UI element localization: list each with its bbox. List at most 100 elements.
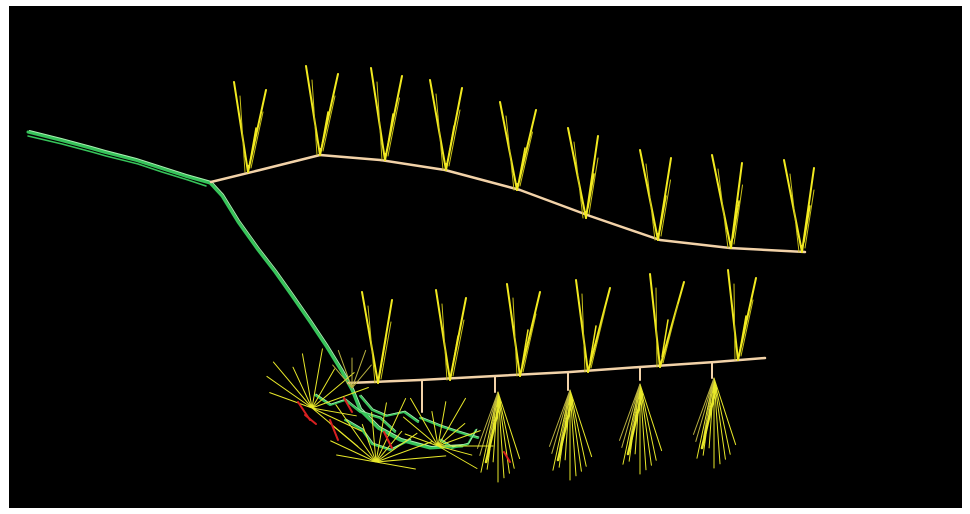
ring-drillholes-layer xyxy=(233,65,815,384)
fan-hole xyxy=(336,454,377,463)
red-marker xyxy=(343,397,353,413)
fan-hole xyxy=(569,389,587,467)
ring-hole-left xyxy=(783,159,803,253)
fan-hole xyxy=(437,445,473,456)
ring-hole-right-inner xyxy=(322,95,336,152)
fan-hole xyxy=(266,375,313,409)
ring-hole-left xyxy=(506,283,521,377)
fan-hole xyxy=(629,383,641,444)
fan-hole xyxy=(479,391,499,456)
fan-hole xyxy=(371,411,377,463)
fan-hole xyxy=(639,383,657,461)
ring-hole-left xyxy=(711,154,732,249)
ring-hole-left xyxy=(727,269,739,361)
fan-hole xyxy=(695,377,715,442)
ring-hole-left xyxy=(567,127,587,219)
fan-hole xyxy=(497,391,521,460)
ring-hole-right xyxy=(659,281,685,368)
fan-hole xyxy=(634,383,641,455)
ring-hole-mid xyxy=(661,319,669,358)
red-marker xyxy=(503,451,511,463)
ring-hole-left-inner xyxy=(441,303,448,381)
ring-hole-left xyxy=(233,81,249,173)
fan-hole xyxy=(564,389,571,461)
fan-hole xyxy=(351,349,367,389)
fan-hole xyxy=(621,383,641,448)
ring-hole-right-inner xyxy=(452,319,465,377)
access-ramp-spur xyxy=(359,395,419,423)
ring-hole-left xyxy=(639,149,659,241)
fan-hole-main xyxy=(626,392,644,456)
ring-hole-left-inner xyxy=(376,81,383,161)
ring-hole-right xyxy=(730,162,743,249)
ring-hole-mid xyxy=(739,315,747,351)
fan-hole xyxy=(311,386,369,409)
fan-hole xyxy=(311,407,357,417)
ring-hole-right-inner xyxy=(588,157,599,215)
fan-hole xyxy=(708,377,715,449)
ring-hole-left-inner xyxy=(581,293,586,373)
fan-hole xyxy=(692,377,715,435)
ring-hole-left xyxy=(575,279,589,373)
ring-hole-left-inner xyxy=(789,173,800,253)
ring-hole-left-inner xyxy=(512,297,518,377)
fan-hole xyxy=(487,391,499,452)
fan-hole xyxy=(311,348,323,409)
ring-hole-mid xyxy=(732,200,740,239)
red-markers-layer xyxy=(297,397,511,463)
fan-hole xyxy=(301,353,313,409)
fan-hole xyxy=(639,383,663,452)
fan-hole xyxy=(329,422,377,463)
fan-hole xyxy=(437,430,481,447)
ring-hole-left-inner xyxy=(239,95,246,173)
ring-hole-right-inner xyxy=(380,321,392,380)
fan-hole xyxy=(437,445,478,469)
ring-hole-right-inner xyxy=(590,309,606,369)
ring-hole-left xyxy=(435,289,451,381)
mine-layout-drawing[interactable] xyxy=(9,6,962,508)
fan-hole xyxy=(351,364,372,389)
fan-hole xyxy=(713,377,731,455)
fan-hole xyxy=(311,407,363,432)
ring-hole-mid xyxy=(249,127,257,163)
red-marker xyxy=(329,419,339,441)
fan-hole xyxy=(337,349,353,389)
ring-hole-left xyxy=(370,67,386,161)
fan-hole xyxy=(332,364,353,389)
ring-hole-mid xyxy=(386,113,394,151)
ring-hole-right-inner xyxy=(448,109,461,167)
ring-hole-left-inner xyxy=(367,305,376,384)
ring-hole-mid xyxy=(587,173,595,209)
fan-hole xyxy=(375,398,407,463)
fan-hole xyxy=(375,440,433,463)
fan-hole xyxy=(335,404,377,463)
ring-hole-mid xyxy=(659,195,667,231)
ring-hole-mid xyxy=(518,147,526,181)
fan-hole-main xyxy=(484,400,502,464)
fan-hole xyxy=(292,366,313,409)
fan-hole xyxy=(431,411,439,447)
fan-hole-main xyxy=(556,398,574,462)
ring-hole-right-inner xyxy=(733,184,743,245)
ring-hole-left xyxy=(499,101,518,191)
fan-hole xyxy=(375,402,387,463)
ring-hole-left-inner xyxy=(655,287,658,368)
cad-viewport[interactable] xyxy=(9,6,962,508)
fan-hole xyxy=(437,423,466,447)
access-ramp-spur xyxy=(344,419,411,451)
fan-hole xyxy=(311,368,335,409)
ring-hole-mid xyxy=(451,335,459,371)
fan-hole xyxy=(375,461,416,470)
ring-hole-left-inner xyxy=(435,93,444,171)
ring-hole-right-inner xyxy=(804,189,815,249)
ring-hole-right-inner xyxy=(519,131,533,187)
ring-hole-right-inner xyxy=(740,299,754,357)
fan-hole xyxy=(330,440,377,463)
ring-hole-right-inner xyxy=(522,313,537,373)
fan-hole xyxy=(476,391,499,449)
access-ramp-layer xyxy=(26,130,480,451)
access-ramp-path-edge xyxy=(29,130,464,447)
ring-hole-left-inner xyxy=(733,283,736,361)
fan-hole xyxy=(569,389,593,458)
fan-hole xyxy=(548,389,571,447)
